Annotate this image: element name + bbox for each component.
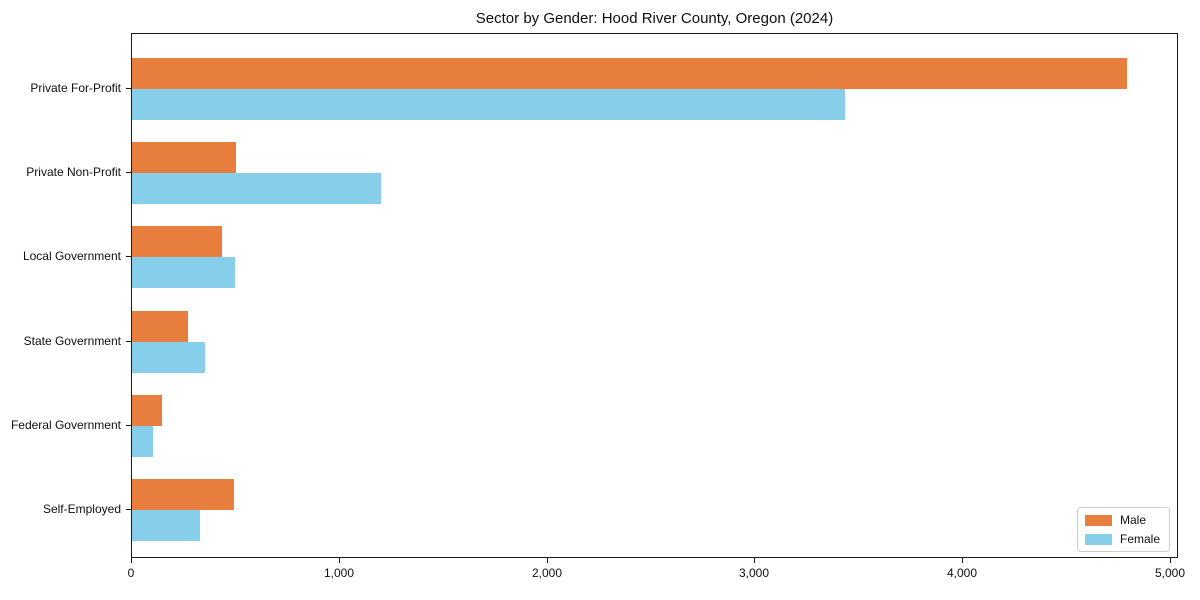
category-label-private-for-profit: Private For-Profit [30,81,121,95]
category-label-private-non-profit: Private Non-Profit [26,165,121,179]
x-tick-label-0: 0 [127,566,135,580]
bar-female-local-government [132,257,235,288]
x-tick-label-1000: 1,000 [323,566,355,580]
bar-male-state-government [132,311,188,342]
y-tick-mark-private-for-profit [126,88,131,89]
y-tick-mark-state-government [126,341,131,342]
x-tick-label-2000: 2,000 [531,566,563,580]
x-tick-label-5000: 5,000 [1154,566,1186,580]
bar-female-private-non-profit [132,173,381,204]
bar-male-federal-government [132,395,162,426]
chart-title: Sector by Gender: Hood River County, Ore… [475,10,834,27]
y-tick-mark-private-non-profit [126,172,131,173]
bar-female-federal-government [132,426,153,457]
category-label-state-government: State Government [23,334,121,348]
plot-area: Male Female [131,33,1178,558]
y-tick-mark-self-employed [126,509,131,510]
bar-female-private-for-profit [132,89,845,120]
x-tick-mark-1000 [339,558,340,563]
y-tick-mark-local-government [126,256,131,257]
bar-female-self-employed [132,510,200,541]
x-tick-mark-5000 [1170,558,1171,563]
x-tick-label-3000: 3,000 [738,566,770,580]
bar-male-local-government [132,226,222,257]
legend-swatch-female [1084,533,1112,545]
category-label-self-employed: Self-Employed [42,502,121,516]
x-tick-mark-0 [131,558,132,563]
legend: Male Female [1076,507,1170,552]
category-label-federal-government: Federal Government [10,418,121,432]
bar-male-private-non-profit [132,142,236,173]
x-tick-mark-4000 [962,558,963,563]
legend-label-male: Male [1119,513,1146,527]
x-tick-mark-2000 [547,558,548,563]
legend-item-male: Male [1084,513,1160,527]
bar-male-private-for-profit [132,58,1127,89]
legend-item-female: Female [1084,532,1160,546]
legend-label-female: Female [1119,532,1160,546]
category-label-local-government: Local Government [22,249,121,263]
y-tick-mark-federal-government [126,425,131,426]
legend-swatch-male [1084,514,1112,526]
bar-female-state-government [132,342,205,373]
x-tick-label-4000: 4,000 [946,566,978,580]
bar-male-self-employed [132,479,234,510]
x-tick-mark-3000 [754,558,755,563]
